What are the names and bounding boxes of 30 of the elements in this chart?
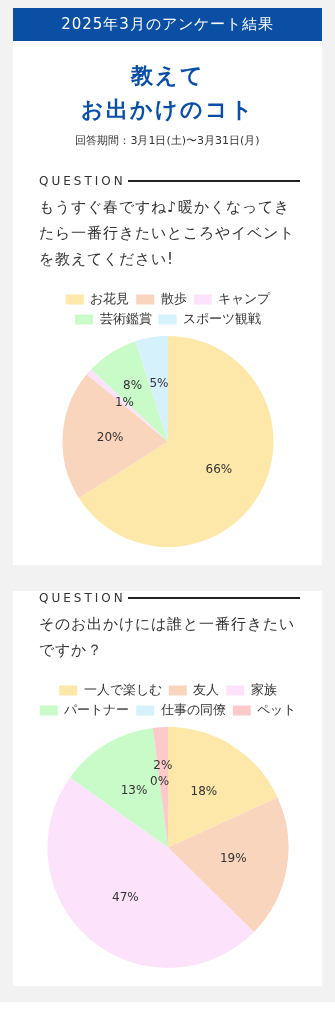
data-label: 47% [111, 890, 139, 905]
legend-label: 芸術鑑賞 [99, 310, 151, 326]
legend-label: スポーツ観戦 [182, 310, 261, 326]
legend-label: 一人で楽しむ [83, 681, 162, 697]
legend-label: 家族 [250, 681, 277, 697]
text: 教えて [129, 62, 206, 90]
data-label: 8% [122, 377, 142, 392]
legend-label: キャンプ [217, 290, 271, 306]
text: 2025年3月のアンケート結果 [13, 8, 322, 41]
text: QUESTION [39, 591, 126, 605]
data-label: 20% [96, 429, 123, 444]
chart-title: そのお出かけには誰と一番行きたいですか？ [38, 614, 296, 661]
text: QUESTION [39, 174, 126, 188]
legend-label: 仕事の同僚 [159, 701, 226, 717]
legend-label: ペット [256, 701, 296, 717]
legend-label: お花見 [89, 290, 129, 306]
text: 0% [149, 773, 169, 788]
data-label: 13% [120, 782, 147, 797]
text: 回答期間：3月1日(土)〜3月31日(月) [74, 133, 261, 148]
data-label: 2% [152, 757, 172, 772]
legend-label: 散歩 [160, 290, 187, 306]
data-label: 66% [205, 461, 232, 476]
legend-label: 友人 [192, 681, 219, 697]
legend-label: パートナー [62, 701, 129, 717]
chart-title: もうすぐ春ですね♪暖かくなってきたら一番行きたいところやイベントを教えてください! [38, 197, 296, 270]
data-label: 1% [114, 395, 134, 410]
text: お出かけのコト [79, 96, 256, 124]
data-label: 18% [190, 783, 217, 798]
data-label: 5% [148, 376, 168, 391]
data-label: 19% [219, 851, 247, 866]
